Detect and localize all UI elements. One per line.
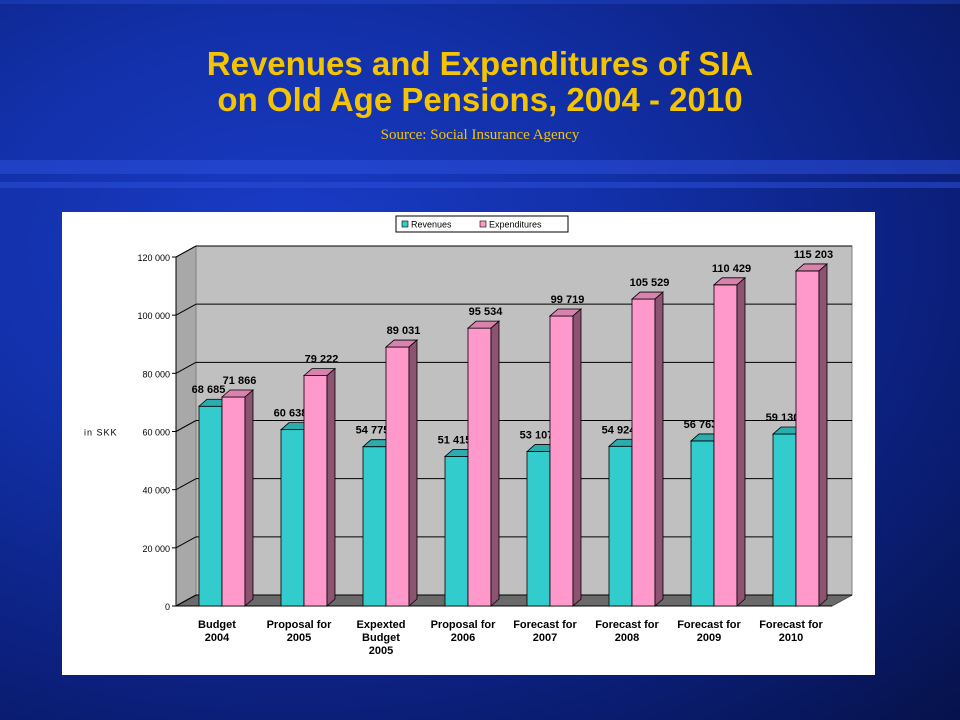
y-tick-label: 60 000 [142, 428, 170, 438]
x-tick-label: 2008 [615, 632, 639, 644]
bar-side-expenditures [408, 339, 418, 607]
bar-side-expenditures [490, 320, 500, 607]
data-label-expenditures: 89 031 [387, 325, 421, 337]
bar-side-expenditures [654, 291, 664, 607]
x-tick-label: 2005 [287, 632, 311, 644]
bar-revenues [280, 429, 305, 607]
data-label-revenues: 59 130 [766, 412, 800, 424]
legend-swatch-revenues [401, 220, 409, 228]
bar-revenues [690, 440, 715, 607]
bar-side-expenditures [736, 276, 746, 607]
bar-side-expenditures [326, 367, 336, 607]
x-tick-label: Forecast for [759, 619, 823, 631]
chart-panel: 0 20 000 40 000 60 000 80 000 100 000 120 000 i… [62, 212, 875, 675]
bar-expenditures [713, 284, 738, 607]
x-tick-label: 2004 [205, 632, 230, 644]
y-tick-label: 40 000 [142, 486, 170, 496]
gridline-diagonal [175, 594, 197, 607]
data-label-revenues: 54 775 [356, 425, 390, 437]
gridline-diagonal [175, 478, 197, 491]
data-label-expenditures: 99 719 [551, 294, 585, 306]
x-tick-label: 2007 [533, 632, 557, 644]
bar-expenditures [303, 375, 328, 607]
bar-chart: 0 20 000 40 000 60 000 80 000 100 000 120 000 i… [84, 215, 853, 657]
y-tick-label: 0 [165, 602, 170, 612]
x-tick-label: Budget [198, 619, 236, 631]
x-tick-label: 2005 [369, 645, 393, 657]
x-tick-label: 2009 [697, 632, 721, 644]
data-label-expenditures: 115 203 [794, 249, 833, 261]
bar-revenues [444, 456, 469, 607]
x-tick-label: Forecast for [677, 619, 741, 631]
slide-title-line2: on Old Age Pensions, 2004 - 2010 [217, 81, 743, 118]
gridline-diagonal [175, 536, 197, 549]
data-label-expenditures: 79 222 [305, 354, 339, 366]
data-label-revenues: 54 924 [602, 424, 637, 436]
y-tick-label: 120 000 [137, 253, 170, 263]
legend-swatch-expenditures [479, 220, 487, 228]
data-label-expenditures: 95 534 [469, 306, 504, 318]
bar-expenditures [631, 298, 656, 607]
x-tick-label: Budget [362, 632, 400, 644]
data-label-expenditures: 71 866 [223, 375, 257, 387]
y-tick-label: 20 000 [142, 544, 170, 554]
bar-side-expenditures [572, 308, 582, 607]
bar-expenditures [221, 396, 246, 607]
data-label-revenues: 53 107 [520, 430, 554, 442]
bar-revenues [526, 451, 551, 607]
background-stripe [0, 160, 960, 174]
legend-label-revenues: Revenues [411, 220, 452, 230]
x-tick-label: Proposal for [431, 619, 497, 631]
data-label-revenues: 56 763 [684, 419, 718, 431]
slide-title-line1: Revenues and Expenditures of SIA [206, 45, 754, 82]
gridline-diagonal [175, 303, 197, 316]
x-tick-label: Expexted [357, 619, 406, 631]
data-label-revenues: 60 638 [274, 408, 308, 420]
slide-source: Source: Social Insurance Agency [380, 127, 580, 143]
y-tick-label: 80 000 [142, 369, 170, 379]
bar-side-expenditures [244, 389, 254, 607]
background-stripe [0, 182, 960, 188]
y-axis-label: in SKK [84, 428, 118, 438]
gridline-diagonal [175, 361, 197, 374]
gridline-diagonal [175, 245, 197, 258]
bar-expenditures [795, 270, 820, 607]
bar-revenues [608, 445, 633, 607]
legend-label-expenditures: Expenditures [489, 220, 542, 230]
data-label-expenditures: 105 529 [630, 277, 670, 289]
slide-title: Revenues and Expenditures of SIA on Old … [0, 46, 960, 118]
data-label-revenues: 51 415 [438, 434, 472, 446]
data-label-revenues: 68 685 [192, 384, 226, 396]
background-stripe [0, 0, 960, 4]
bar-revenues [772, 433, 797, 607]
bar-side-expenditures [818, 263, 828, 607]
y-tick-label: 100 000 [137, 311, 170, 321]
data-label-expenditures: 110 429 [712, 263, 751, 275]
gridline-diagonal [175, 420, 197, 432]
bar-expenditures [467, 327, 492, 607]
chart-floor [175, 594, 853, 607]
x-tick-label: Proposal for [267, 619, 333, 631]
bar-expenditures [385, 346, 410, 607]
bar-expenditures [549, 315, 574, 607]
x-tick-label: Forecast for [513, 619, 577, 631]
bar-revenues [362, 446, 387, 607]
x-tick-label: 2006 [451, 632, 475, 644]
x-tick-label: 2010 [779, 632, 803, 644]
x-tick-label: Forecast for [595, 619, 659, 631]
bar-revenues [198, 405, 223, 607]
